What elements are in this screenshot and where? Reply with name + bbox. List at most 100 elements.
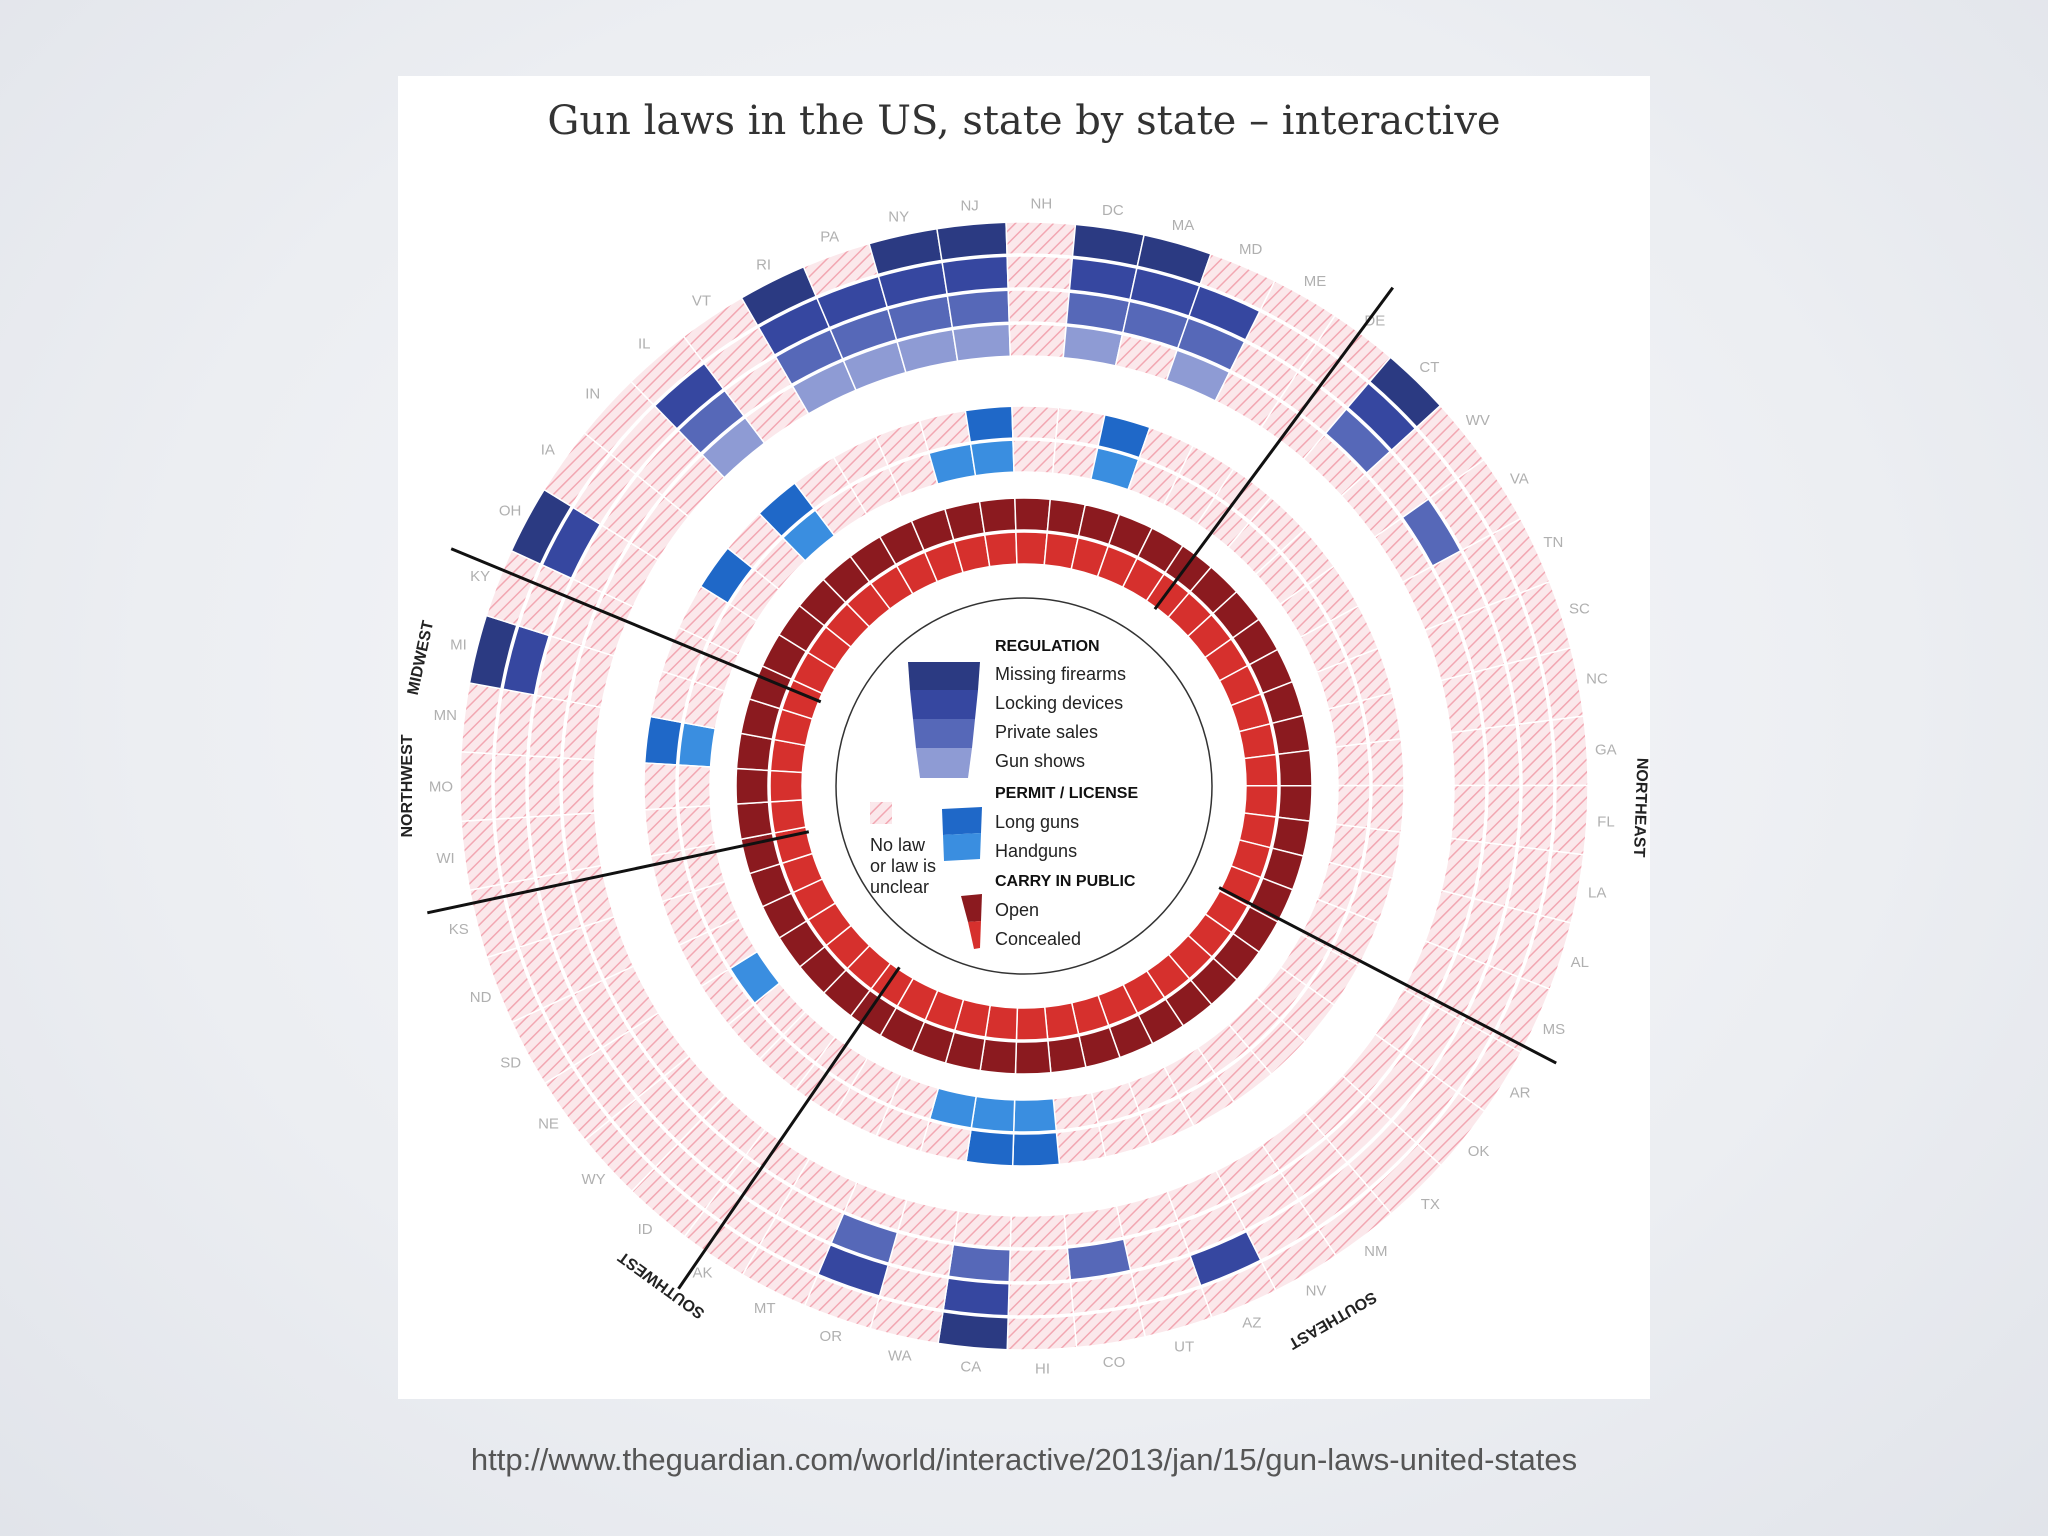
legend-carry-open-swatch bbox=[961, 894, 982, 922]
state-label-ky: KY bbox=[470, 568, 490, 585]
cell-hi-gun-shows[interactable] bbox=[1009, 1213, 1068, 1249]
state-label-nc: NC bbox=[1586, 670, 1608, 687]
state-label-ia: IA bbox=[541, 442, 555, 459]
cell-mo-open[interactable] bbox=[735, 767, 770, 805]
cell-nh-missing-firearms[interactable] bbox=[1005, 221, 1077, 258]
cell-fl-missing-firearms[interactable] bbox=[1551, 784, 1589, 856]
cell-ca-private-sales[interactable] bbox=[947, 1243, 1011, 1283]
state-label-nm: NM bbox=[1364, 1243, 1387, 1260]
cell-wi-private-sales[interactable] bbox=[528, 814, 569, 879]
cell-ga-open[interactable] bbox=[1277, 749, 1313, 787]
cell-mo-concealed[interactable] bbox=[769, 769, 804, 803]
cell-fl-locking-devices[interactable] bbox=[1517, 784, 1555, 852]
state-label-me: ME bbox=[1304, 273, 1327, 290]
cell-dc-gun-shows[interactable] bbox=[1062, 325, 1124, 367]
cell-co-handguns[interactable] bbox=[1052, 1091, 1100, 1132]
state-label-ca: CA bbox=[960, 1359, 981, 1376]
cell-ga-long-guns[interactable] bbox=[1368, 738, 1405, 787]
cell-mo-missing-firearms[interactable] bbox=[459, 751, 494, 823]
state-label-il: IL bbox=[638, 336, 651, 353]
cell-mo-handguns[interactable] bbox=[677, 764, 712, 809]
cell-nj-locking-devices[interactable] bbox=[941, 255, 1009, 295]
cell-wi-gun-shows[interactable] bbox=[562, 812, 603, 873]
state-label-ga: GA bbox=[1595, 742, 1617, 759]
cell-ga-private-sales[interactable] bbox=[1483, 723, 1521, 787]
cell-nh-private-sales[interactable] bbox=[1007, 289, 1071, 325]
cell-hi-open[interactable] bbox=[1014, 1040, 1052, 1075]
cell-wi-open[interactable] bbox=[735, 801, 774, 841]
cell-hi-concealed[interactable] bbox=[1015, 1006, 1049, 1041]
cell-ny-handguns[interactable] bbox=[928, 443, 977, 486]
cell-nh-handguns[interactable] bbox=[1012, 439, 1057, 475]
state-label-id: ID bbox=[638, 1221, 653, 1238]
cell-ga-gun-shows[interactable] bbox=[1449, 727, 1487, 787]
cell-nh-gun-shows[interactable] bbox=[1008, 323, 1067, 359]
cell-wi-concealed[interactable] bbox=[769, 799, 807, 834]
state-label-va: VA bbox=[1510, 471, 1529, 488]
cell-mo-long-guns[interactable] bbox=[643, 762, 678, 811]
cell-nj-open[interactable] bbox=[978, 497, 1017, 534]
cell-mn-long-guns[interactable] bbox=[643, 715, 683, 766]
cell-fl-long-guns[interactable] bbox=[1368, 784, 1405, 834]
cell-mo-gun-shows[interactable] bbox=[561, 757, 596, 816]
cell-fl-private-sales[interactable] bbox=[1483, 784, 1521, 848]
cell-mn-missing-firearms[interactable] bbox=[460, 682, 502, 755]
region-divider bbox=[1218, 886, 1557, 1065]
cell-co-open[interactable] bbox=[1047, 1035, 1087, 1074]
region-divider bbox=[677, 966, 901, 1290]
state-label-wa: WA bbox=[888, 1348, 912, 1365]
cell-fl-gun-shows[interactable] bbox=[1449, 784, 1487, 844]
cell-ca-missing-firearms[interactable] bbox=[937, 1310, 1009, 1351]
cell-hi-handguns[interactable] bbox=[1012, 1097, 1058, 1133]
cell-mo-private-sales[interactable] bbox=[527, 755, 562, 818]
cell-nj-gun-shows[interactable] bbox=[951, 323, 1012, 363]
cell-nj-concealed[interactable] bbox=[983, 531, 1018, 568]
cell-co-gun-shows[interactable] bbox=[1063, 1205, 1125, 1247]
legend-no-law-text: or law is bbox=[870, 856, 936, 876]
cell-nj-private-sales[interactable] bbox=[946, 289, 1011, 329]
cell-hi-long-guns[interactable] bbox=[1011, 1131, 1061, 1167]
cell-wi-long-guns[interactable] bbox=[643, 806, 683, 858]
cell-nj-long-guns[interactable] bbox=[964, 405, 1014, 444]
cell-nj-missing-firearms[interactable] bbox=[936, 221, 1008, 262]
cell-hi-private-sales[interactable] bbox=[1008, 1247, 1072, 1283]
cell-ca-open[interactable] bbox=[979, 1038, 1018, 1075]
legend: REGULATION Missing firearms Locking devi… bbox=[870, 638, 1138, 949]
cell-ga-missing-firearms[interactable] bbox=[1551, 715, 1589, 787]
cell-mn-handguns[interactable] bbox=[677, 721, 717, 768]
cell-dc-long-guns[interactable] bbox=[1054, 406, 1106, 447]
cell-ga-handguns[interactable] bbox=[1334, 742, 1371, 787]
cell-ga-locking-devices[interactable] bbox=[1517, 719, 1555, 787]
cell-nj-handguns[interactable] bbox=[969, 439, 1015, 477]
cell-wi-locking-devices[interactable] bbox=[494, 816, 536, 885]
legend-regulation-locking-swatch bbox=[910, 690, 978, 719]
cell-mn-locking-devices[interactable] bbox=[494, 688, 536, 757]
cell-ga-concealed[interactable] bbox=[1243, 753, 1279, 787]
cell-mn-private-sales[interactable] bbox=[528, 694, 569, 759]
cell-nc-open[interactable] bbox=[1271, 714, 1311, 756]
cell-co-concealed[interactable] bbox=[1043, 1001, 1080, 1040]
state-label-nh: NH bbox=[1031, 195, 1053, 212]
cell-dc-handguns[interactable] bbox=[1051, 440, 1099, 481]
cell-fl-concealed[interactable] bbox=[1243, 784, 1279, 818]
cell-fl-handguns[interactable] bbox=[1334, 784, 1371, 830]
cell-ca-handguns[interactable] bbox=[970, 1095, 1016, 1133]
cell-fl-open[interactable] bbox=[1277, 784, 1313, 822]
cell-nc-handguns[interactable] bbox=[1327, 700, 1369, 748]
cell-ca-gun-shows[interactable] bbox=[952, 1210, 1012, 1249]
cell-ca-long-guns[interactable] bbox=[965, 1129, 1015, 1167]
cell-hi-missing-firearms[interactable] bbox=[1006, 1314, 1078, 1351]
cell-mo-locking-devices[interactable] bbox=[493, 753, 528, 820]
cell-ca-locking-devices[interactable] bbox=[942, 1277, 1010, 1317]
cell-nh-open[interactable] bbox=[1014, 497, 1052, 532]
cell-wi-handguns[interactable] bbox=[677, 804, 717, 851]
cell-nh-locking-devices[interactable] bbox=[1006, 255, 1074, 291]
cell-nc-long-guns[interactable] bbox=[1360, 692, 1402, 744]
cell-nh-long-guns[interactable] bbox=[1011, 405, 1060, 441]
cell-hi-locking-devices[interactable] bbox=[1007, 1281, 1075, 1317]
cell-mn-gun-shows[interactable] bbox=[562, 700, 603, 761]
cell-la-long-guns[interactable] bbox=[1360, 827, 1403, 880]
state-label-mn: MN bbox=[434, 707, 457, 724]
cell-nh-concealed[interactable] bbox=[1015, 531, 1048, 566]
cell-co-long-guns[interactable] bbox=[1055, 1124, 1107, 1166]
